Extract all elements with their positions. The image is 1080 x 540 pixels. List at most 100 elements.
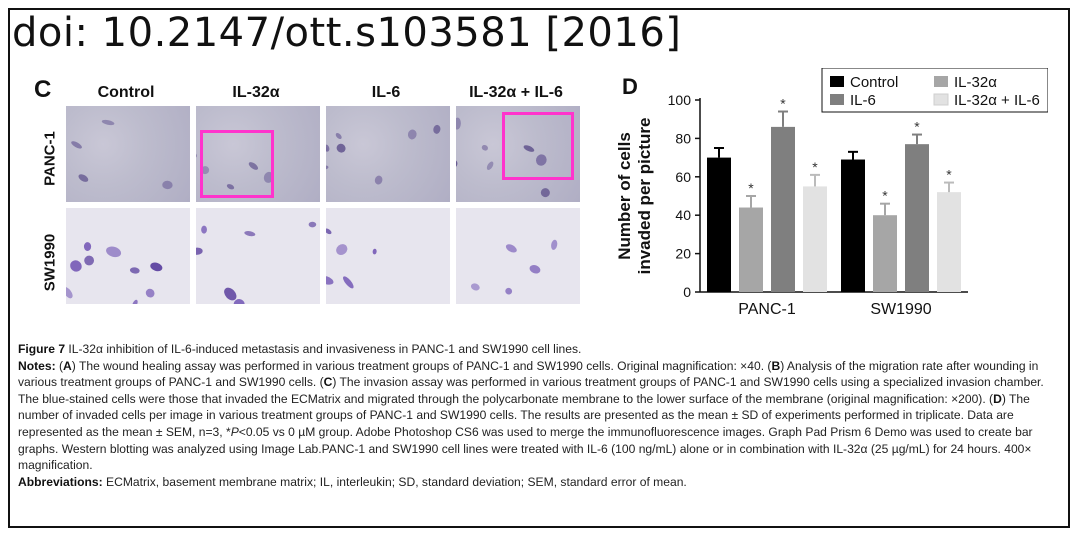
- cell-blob: [201, 166, 210, 175]
- bar-panc1-1: [739, 207, 763, 292]
- significance-marker: *: [780, 96, 786, 112]
- cell-blob: [224, 287, 237, 301]
- notes-panel-ref-d: D: [993, 391, 1002, 406]
- bar-panc1-3: [803, 186, 827, 292]
- cell-blob: [505, 287, 513, 295]
- bar-panc1-0: [707, 157, 731, 292]
- y-tick-label: 20: [675, 246, 691, 262]
- micrograph-texture: [456, 117, 550, 202]
- caption-notes: Notes: (A) The wound healing assay was p…: [18, 358, 1048, 474]
- micrograph-panc1-control: [66, 106, 190, 202]
- abbreviations-text: ECMatrix, basement membrane matrix; IL, …: [106, 474, 687, 489]
- caption-abbreviations: Abbreviations: ECMatrix, basement membra…: [18, 474, 1048, 491]
- cell-blob: [551, 239, 558, 250]
- micrograph-sw1990-il6: [326, 208, 450, 304]
- cell-blob: [456, 271, 457, 280]
- cell-blob: [335, 132, 342, 140]
- notes-text-6: ) The invasion assay was performed in va…: [18, 375, 1044, 406]
- cell-blob: [233, 299, 245, 304]
- cell-blob: [226, 184, 235, 190]
- figure-caption: Figure 7 IL-32α inhibition of IL-6-induc…: [18, 341, 1048, 490]
- column-header-il32a: IL-32α: [232, 84, 280, 101]
- figure-area: C Control IL-32α IL-6 IL-32α + IL-6 PANC…: [14, 68, 1048, 337]
- row-header-sw1990: SW1990: [41, 233, 59, 292]
- cell-blob: [201, 225, 207, 234]
- cell-blob: [540, 188, 550, 198]
- bar-sw1990-1: [873, 215, 897, 292]
- legend-label: Control: [850, 74, 898, 91]
- cell-blob: [132, 299, 138, 304]
- cell-blob: [84, 255, 95, 266]
- cell-blob: [481, 144, 488, 151]
- y-tick-label: 80: [675, 130, 691, 146]
- x-tick-label: SW1990: [870, 301, 931, 318]
- micrograph-panc1-il6: [326, 106, 450, 202]
- legend-swatch: [934, 76, 948, 87]
- column-header-il6: IL-6: [371, 84, 401, 101]
- doi-header: doi: 10.2147/ott.s103581 [2016]: [12, 10, 682, 56]
- micrograph-sw1990-il32a: [196, 208, 320, 304]
- caption-title-line: Figure 7 IL-32α inhibition of IL-6-induc…: [18, 341, 1048, 358]
- cell-blob: [456, 159, 458, 168]
- bar-sw1990-3: [937, 192, 961, 292]
- cell-blob: [433, 124, 441, 134]
- cell-blob: [529, 265, 541, 274]
- bar-chart-panel-d: D Number of cells invaded per picture 0 20 40…: [615, 68, 1048, 318]
- cell-blob: [308, 221, 317, 228]
- bar-sw1990-0: [841, 159, 865, 292]
- panel-c-letter: C: [34, 76, 52, 103]
- row-header-panc1: PANC-1: [41, 131, 59, 186]
- notes-text-2: ) The wound healing assay was performed …: [71, 358, 772, 373]
- cell-blob: [196, 151, 197, 158]
- cell-blob: [244, 231, 256, 237]
- cell-blob: [343, 276, 354, 289]
- micrograph-texture: [196, 221, 317, 304]
- micrograph-texture: [456, 239, 558, 295]
- significance-marker: *: [748, 180, 754, 196]
- notes-text-8: ) The number of invaded cells per image …: [18, 391, 1030, 439]
- x-tick-label: PANC-1: [738, 301, 796, 318]
- micrograph-texture: [326, 228, 377, 289]
- significance-marker: *: [914, 119, 920, 135]
- cell-blob: [101, 119, 115, 126]
- micrograph-texture: [66, 242, 163, 304]
- cell-blob: [407, 129, 417, 140]
- cell-blob: [83, 242, 92, 251]
- cell-blob: [78, 174, 89, 182]
- cell-blob: [326, 275, 334, 285]
- cell-blob: [326, 165, 329, 170]
- y-axis-label-line-2: invaded per picture: [635, 118, 654, 275]
- cell-blob: [456, 201, 471, 202]
- notes-text-10: <0.05 vs 0 µM group. Adobe Photoshop CS6…: [18, 424, 1033, 473]
- cell-blob: [374, 175, 383, 185]
- cell-blob: [248, 162, 259, 170]
- figure-title: IL-32α inhibition of IL-6-induced metast…: [68, 342, 582, 356]
- cell-blob: [106, 246, 122, 258]
- significance-marker: *: [882, 188, 888, 204]
- significance-marker: *: [812, 159, 818, 175]
- panel-d-letter: D: [622, 74, 638, 99]
- y-tick-label: 100: [668, 92, 692, 108]
- cell-blob: [336, 143, 346, 153]
- y-axis-label-line-1: Number of cells: [615, 132, 634, 260]
- legend-label: IL-32α: [954, 74, 997, 91]
- micrograph-texture: [71, 119, 173, 190]
- cell-blob: [505, 244, 517, 253]
- cell-blob: [145, 288, 155, 298]
- legend-label: IL-6: [850, 92, 876, 109]
- cell-blob: [66, 287, 73, 299]
- notes-p-symbol: P: [230, 424, 239, 439]
- cell-blob: [535, 154, 547, 166]
- bar-panc1-2: [771, 126, 795, 292]
- zoom-highlight-box: [502, 112, 574, 180]
- legend-swatch: [933, 93, 949, 106]
- y-tick-label: 60: [675, 169, 691, 185]
- column-header-control: Control: [97, 84, 155, 101]
- notes-panel-ref-b: B: [771, 358, 781, 373]
- notes-panel-ref-c: C: [323, 375, 333, 390]
- notes-text-4: ) Analysis of the migration rate after w…: [18, 358, 1039, 390]
- notes-text-0: (: [59, 358, 64, 373]
- notes-panel-ref-a: A: [63, 358, 72, 373]
- micrograph-panc1-il32a-il6: [456, 106, 580, 202]
- cell-blob: [71, 141, 82, 149]
